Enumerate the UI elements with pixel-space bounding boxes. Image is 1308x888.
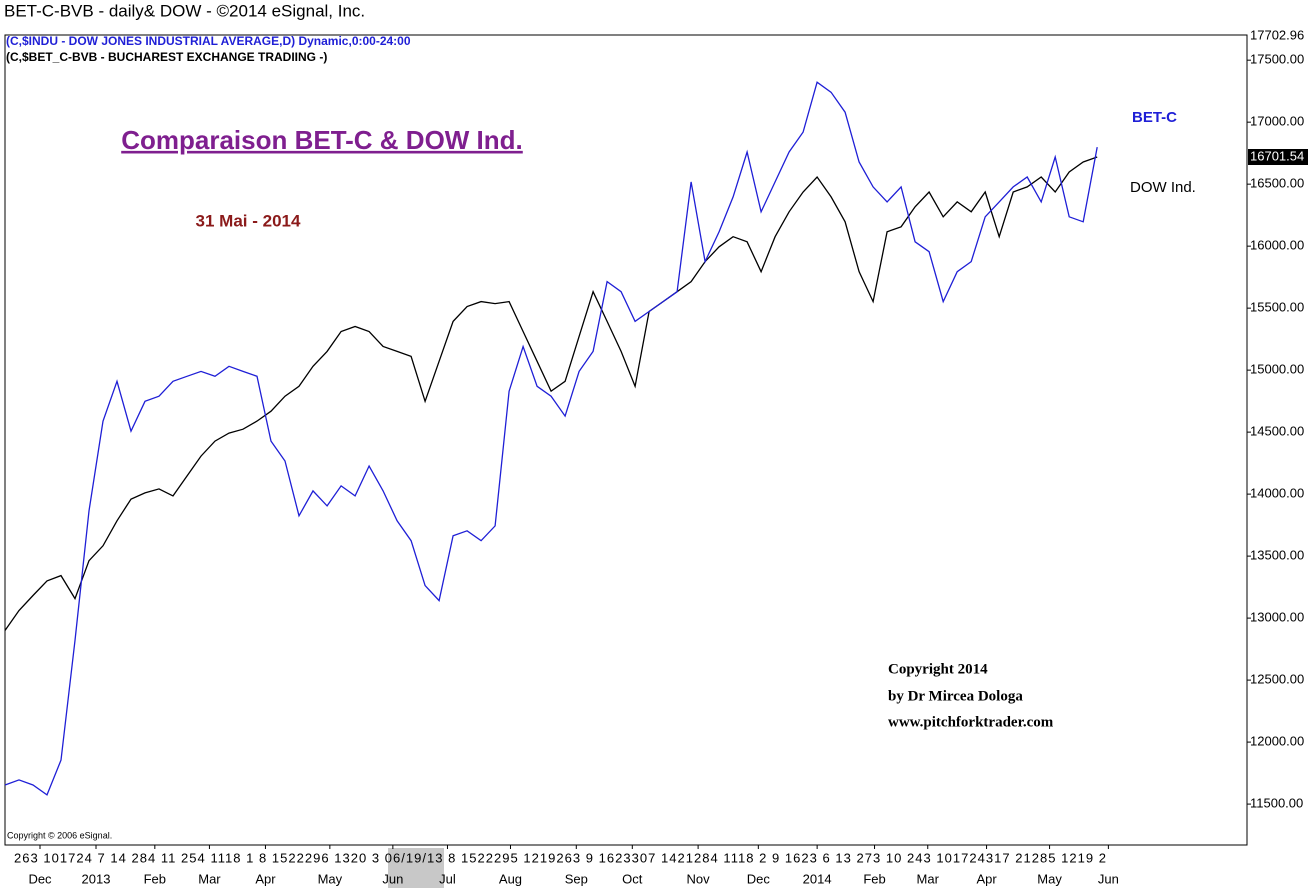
header: BET-C-BVB - daily& DOW - ©2014 eSignal, …: [4, 1, 365, 20]
top-label: 17702.96: [1250, 27, 1304, 42]
top-label-bg: [1248, 27, 1308, 43]
y-tick-label: 11500.00: [1250, 796, 1303, 811]
last-tag-bg: [1248, 149, 1308, 166]
x-tick-label: Apr: [255, 871, 276, 886]
y-tick-label: 12500.00: [1250, 672, 1304, 687]
y-tick-label: 15000.00: [1250, 362, 1304, 377]
legend-line: (C,$INDU - DOW JONES INDUSTRIAL AVERAGE,…: [6, 34, 411, 48]
x-tick-label: Feb: [863, 871, 885, 886]
x-tick-label: Dec: [747, 871, 771, 886]
x-tick-label: Mar: [198, 871, 221, 886]
last-label: 16701.54: [1250, 148, 1304, 163]
y-tick-label: 17000.00: [1250, 114, 1304, 129]
y-tick-label: 12000.00: [1250, 734, 1304, 749]
x-tick-label: Aug: [499, 871, 522, 886]
date-highlight: [388, 848, 444, 888]
x-tick-label: 2013: [82, 871, 111, 886]
y-tick-label: 13500.00: [1250, 548, 1304, 563]
y-tick-label: 15500.00: [1250, 300, 1304, 315]
legend-line: (C,$BET_C-BVB - BUCHAREST EXCHANGE TRADI…: [6, 50, 327, 64]
y-tick-label: 17500.00: [1250, 52, 1304, 67]
y-tick-label: 14000.00: [1250, 486, 1304, 501]
x-tick-label: Jul: [439, 871, 456, 886]
x-tick-label: May: [1037, 871, 1062, 886]
y-tick-label: 16000.00: [1250, 238, 1304, 253]
x-tick-label: 2014: [803, 871, 832, 886]
copyright: www.pitchforktrader.com: [888, 714, 1054, 730]
copyright: by Dr Mircea Dologa: [888, 688, 1023, 704]
subtitle: 31 Mai - 2014: [196, 211, 301, 230]
source-note: Copyright © 2006 eSignal.: [7, 830, 112, 840]
x-tick-label: Feb: [144, 871, 166, 886]
series-label: DOW Ind.: [1130, 179, 1196, 196]
x-tick-label: Sep: [565, 871, 588, 886]
x-tick-label: Oct: [622, 871, 643, 886]
x-tick-label: Dec: [28, 871, 52, 886]
series-line: [4, 156, 1098, 631]
x-tick-label: Jun: [382, 871, 403, 886]
x-tick-label: Apr: [976, 871, 997, 886]
x-day-labels: 263 101724 7 14 284 11 254 1118 1 8 1522…: [14, 850, 1106, 865]
y-tick-label: 13000.00: [1250, 610, 1304, 625]
plot-frame: [4, 34, 1248, 846]
x-tick-label: Mar: [917, 871, 940, 886]
series-line: [4, 81, 1098, 796]
chart-title: Comparaison BET-C & DOW Ind.: [121, 125, 523, 155]
y-tick-label: 16500.00: [1250, 176, 1304, 191]
y-tick-label: 14500.00: [1250, 424, 1304, 439]
series-label: BET-C: [1132, 109, 1177, 126]
copyright: Copyright 2014: [888, 661, 988, 677]
x-tick-label: Nov: [687, 871, 711, 886]
x-tick-label: Jun: [1098, 871, 1119, 886]
x-tick-label: May: [318, 871, 343, 886]
